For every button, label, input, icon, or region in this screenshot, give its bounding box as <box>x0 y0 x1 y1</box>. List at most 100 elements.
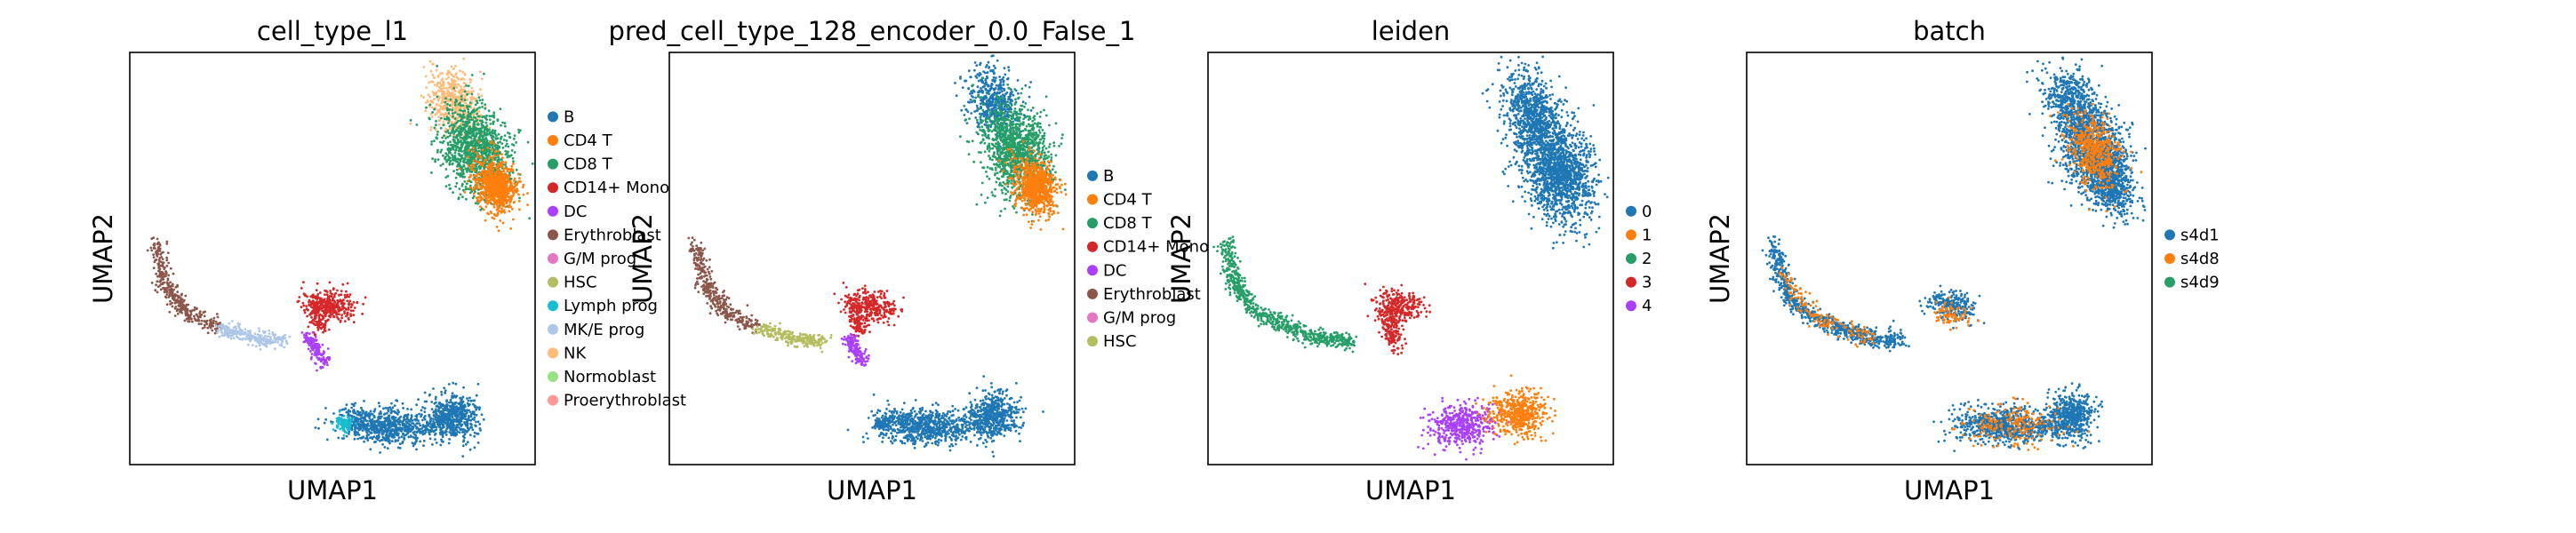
scatter-point <box>436 133 439 136</box>
scatter-point <box>390 402 393 405</box>
scatter-point <box>322 309 325 313</box>
scatter-point <box>332 295 336 298</box>
scatter-point <box>472 90 475 92</box>
scatter-point <box>435 120 437 123</box>
scatter-point <box>445 114 449 117</box>
scatter-point <box>238 331 242 335</box>
scatter-point <box>245 335 248 338</box>
scatter-point <box>356 437 359 441</box>
scatter-point <box>416 436 419 440</box>
y-axis-label: UMAP2 <box>88 213 118 304</box>
scatter-point <box>451 426 453 430</box>
scatter-point <box>500 207 503 211</box>
scatter-point <box>425 425 428 428</box>
scatter-point <box>315 348 318 352</box>
scatter-point <box>480 198 483 202</box>
scatter-point <box>278 336 281 339</box>
scatter-point <box>450 434 453 436</box>
scatter-point <box>450 84 452 87</box>
scatter-point <box>452 138 455 141</box>
scatter-point <box>477 140 481 143</box>
scatter-point <box>477 109 481 113</box>
scatter-point <box>450 147 452 150</box>
scatter-point <box>462 439 466 442</box>
scatter-point <box>485 183 489 187</box>
scatter-point <box>497 229 500 233</box>
scatter-point <box>415 426 419 430</box>
scatter-point <box>197 322 201 325</box>
scatter-point <box>502 139 506 141</box>
scatter-point <box>429 128 432 131</box>
scatter-point <box>171 301 173 305</box>
scatter-point <box>308 332 311 336</box>
scatter-point <box>179 302 182 306</box>
scatter-point <box>446 174 450 178</box>
scatter-point <box>316 292 320 296</box>
scatter-point <box>361 429 364 432</box>
scatter-point <box>491 195 493 197</box>
scatter-point <box>444 131 448 133</box>
scatter-point <box>466 179 469 183</box>
scatter-point <box>449 159 452 163</box>
scatter-point <box>431 73 435 76</box>
scatter-point <box>309 336 312 339</box>
scatter-point <box>470 166 473 170</box>
scatter-point <box>441 141 444 145</box>
scatter-point <box>449 398 452 402</box>
scatter-point <box>461 123 465 126</box>
scatter-point <box>478 136 481 139</box>
scatter-point <box>439 164 443 167</box>
scatter-point <box>169 299 172 303</box>
scatter-point <box>489 143 492 147</box>
scatter-point <box>492 187 496 190</box>
scatter-point <box>493 129 497 132</box>
scatter-point <box>363 400 365 402</box>
scatter-point <box>194 319 197 322</box>
scatter-point <box>463 90 467 93</box>
scatter-point <box>364 410 368 414</box>
scatter-point <box>473 418 476 421</box>
scatter-point <box>500 190 503 194</box>
scatter-point <box>499 219 502 222</box>
scatter-point <box>458 167 461 171</box>
scatter-point <box>164 289 168 292</box>
scatter-point <box>464 120 468 123</box>
scatter-point <box>476 406 478 410</box>
scatter-point <box>159 264 162 267</box>
scatter-point <box>381 426 384 429</box>
scatter-point <box>460 150 464 153</box>
scatter-point <box>442 408 444 410</box>
scatter-point <box>224 331 228 334</box>
scatter-point <box>310 346 314 350</box>
scatter-point <box>492 129 494 132</box>
scatter-point <box>226 332 229 336</box>
scatter-point <box>364 419 367 422</box>
scatter-point <box>209 326 212 330</box>
scatter-point <box>467 167 469 171</box>
scatter-point <box>497 154 500 157</box>
scatter-point <box>479 155 483 158</box>
scatter-point <box>317 346 321 349</box>
scatter-point <box>476 101 479 105</box>
scatter-point <box>172 288 175 291</box>
scatter-point <box>380 415 383 418</box>
scatter-point <box>454 419 458 423</box>
scatter-cluster <box>314 398 438 454</box>
scatter-point <box>462 412 466 416</box>
scatter-point <box>464 132 468 136</box>
scatter-point <box>487 195 490 197</box>
scatter-point <box>505 142 508 146</box>
scatter-point <box>381 420 384 424</box>
scatter-point <box>357 434 361 436</box>
scatter-point <box>493 150 497 154</box>
scatter-point <box>155 250 158 253</box>
scatter-point <box>406 432 410 435</box>
scatter-point <box>429 126 433 129</box>
scatter-point <box>428 116 431 120</box>
scatter-point <box>468 81 472 84</box>
scatter-point <box>469 137 473 139</box>
scatter-point <box>357 428 361 432</box>
scatter-point <box>491 143 494 146</box>
scatter-point <box>481 163 484 167</box>
scatter-point <box>526 140 530 144</box>
